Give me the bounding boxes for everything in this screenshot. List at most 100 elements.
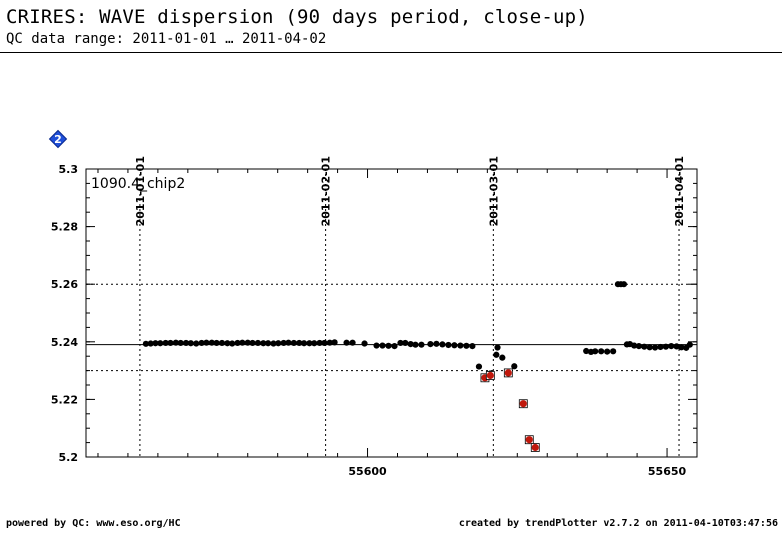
date-marker-label: 2011-04-01 xyxy=(673,156,686,226)
plot-border xyxy=(85,168,698,458)
data-point xyxy=(218,339,226,347)
diamond-2-icon[interactable] xyxy=(48,129,68,149)
data-point xyxy=(265,340,272,347)
data-point xyxy=(260,340,267,347)
data-point xyxy=(331,339,338,346)
data-point xyxy=(439,341,446,348)
data-point xyxy=(275,340,282,347)
data-point xyxy=(290,339,297,347)
data-point xyxy=(162,339,169,347)
gridlines xyxy=(86,283,697,372)
data-point xyxy=(193,340,200,347)
data-point xyxy=(397,339,404,347)
data-point xyxy=(152,340,159,347)
footer-created: created by trendPlotter v2.7.2 on 2011-0… xyxy=(458,518,778,529)
data-point xyxy=(280,339,287,347)
data-point xyxy=(604,348,611,355)
chart-subtitle: QC data range: 2011-01-01 … 2011-04-02 xyxy=(6,31,327,47)
data-point xyxy=(662,343,669,350)
y-tick-label: 5.3 xyxy=(59,163,79,176)
data-point xyxy=(657,343,664,351)
data-point xyxy=(402,339,409,347)
data-point xyxy=(172,339,179,346)
data-point xyxy=(300,340,308,347)
data-points xyxy=(142,281,693,452)
data-point xyxy=(177,339,184,347)
data-point xyxy=(244,339,251,346)
data-point xyxy=(203,339,210,346)
data-point xyxy=(349,339,356,346)
data-point xyxy=(620,281,628,288)
outlier-point xyxy=(504,369,512,377)
data-point xyxy=(234,339,241,347)
data-point xyxy=(635,343,642,350)
data-point xyxy=(412,341,419,348)
y-axis: 5.2 5.22 5.24 5.26 5.28 5.3 xyxy=(51,163,697,464)
badge[interactable]: 2 xyxy=(48,129,68,149)
data-point xyxy=(321,339,328,347)
data-point xyxy=(224,340,231,347)
data-point xyxy=(583,347,590,355)
data-point xyxy=(385,342,392,349)
data-point xyxy=(475,363,483,370)
badge-label: 2 xyxy=(54,133,62,146)
data-point xyxy=(451,342,458,349)
data-point xyxy=(254,339,262,347)
data-point xyxy=(463,342,470,349)
data-point xyxy=(270,340,277,347)
data-point xyxy=(457,342,464,349)
data-point xyxy=(641,343,648,350)
data-point xyxy=(343,339,350,346)
data-point xyxy=(427,341,434,348)
data-point xyxy=(610,348,617,355)
data-point xyxy=(326,339,333,346)
data-point xyxy=(673,343,680,350)
data-point xyxy=(686,341,693,348)
data-point xyxy=(311,340,318,347)
x-axis: 55600 55650 xyxy=(97,169,698,478)
x-tick-label: 55650 xyxy=(648,465,687,478)
outlier-point xyxy=(519,400,527,408)
data-point xyxy=(445,341,452,349)
data-point xyxy=(651,344,659,351)
y-tick-label: 5.22 xyxy=(51,393,78,406)
outlier-point xyxy=(531,443,539,452)
data-point xyxy=(249,339,256,347)
data-point xyxy=(198,339,205,347)
data-point xyxy=(598,348,605,355)
data-point xyxy=(208,339,215,346)
plot-frame xyxy=(85,168,698,458)
outlier-point xyxy=(486,371,494,380)
data-point xyxy=(229,340,236,347)
data-point xyxy=(239,339,246,346)
chart-title: CRIRES: WAVE dispersion (90 days period,… xyxy=(6,6,588,28)
x-tick-label: 55600 xyxy=(348,465,387,478)
data-point xyxy=(592,348,599,355)
outlier-point xyxy=(525,436,533,444)
data-point xyxy=(142,340,150,347)
data-point xyxy=(494,344,501,351)
panel-label: 1090.4_chip2 xyxy=(91,176,185,192)
data-point xyxy=(493,351,500,358)
data-point xyxy=(316,339,323,347)
date-marker-label: 2011-01-01 xyxy=(134,156,147,226)
data-point xyxy=(306,340,313,347)
data-point xyxy=(668,343,675,350)
data-point xyxy=(296,339,303,347)
date-marker-label: 2011-02-01 xyxy=(320,156,333,226)
header-divider xyxy=(0,52,782,53)
data-point xyxy=(373,342,380,349)
data-point xyxy=(379,342,386,349)
data-point xyxy=(167,339,174,347)
data-point xyxy=(213,339,220,347)
data-point xyxy=(285,339,292,346)
data-point xyxy=(391,343,398,350)
date-markers: 2011-01-01 2011-02-01 2011-03-01 2011-04-01 xyxy=(134,156,686,457)
data-point xyxy=(499,354,506,361)
y-tick-label: 5.26 xyxy=(51,278,78,291)
data-point xyxy=(157,340,164,347)
data-point xyxy=(433,340,440,347)
data-point xyxy=(407,341,414,348)
data-point xyxy=(182,339,190,347)
